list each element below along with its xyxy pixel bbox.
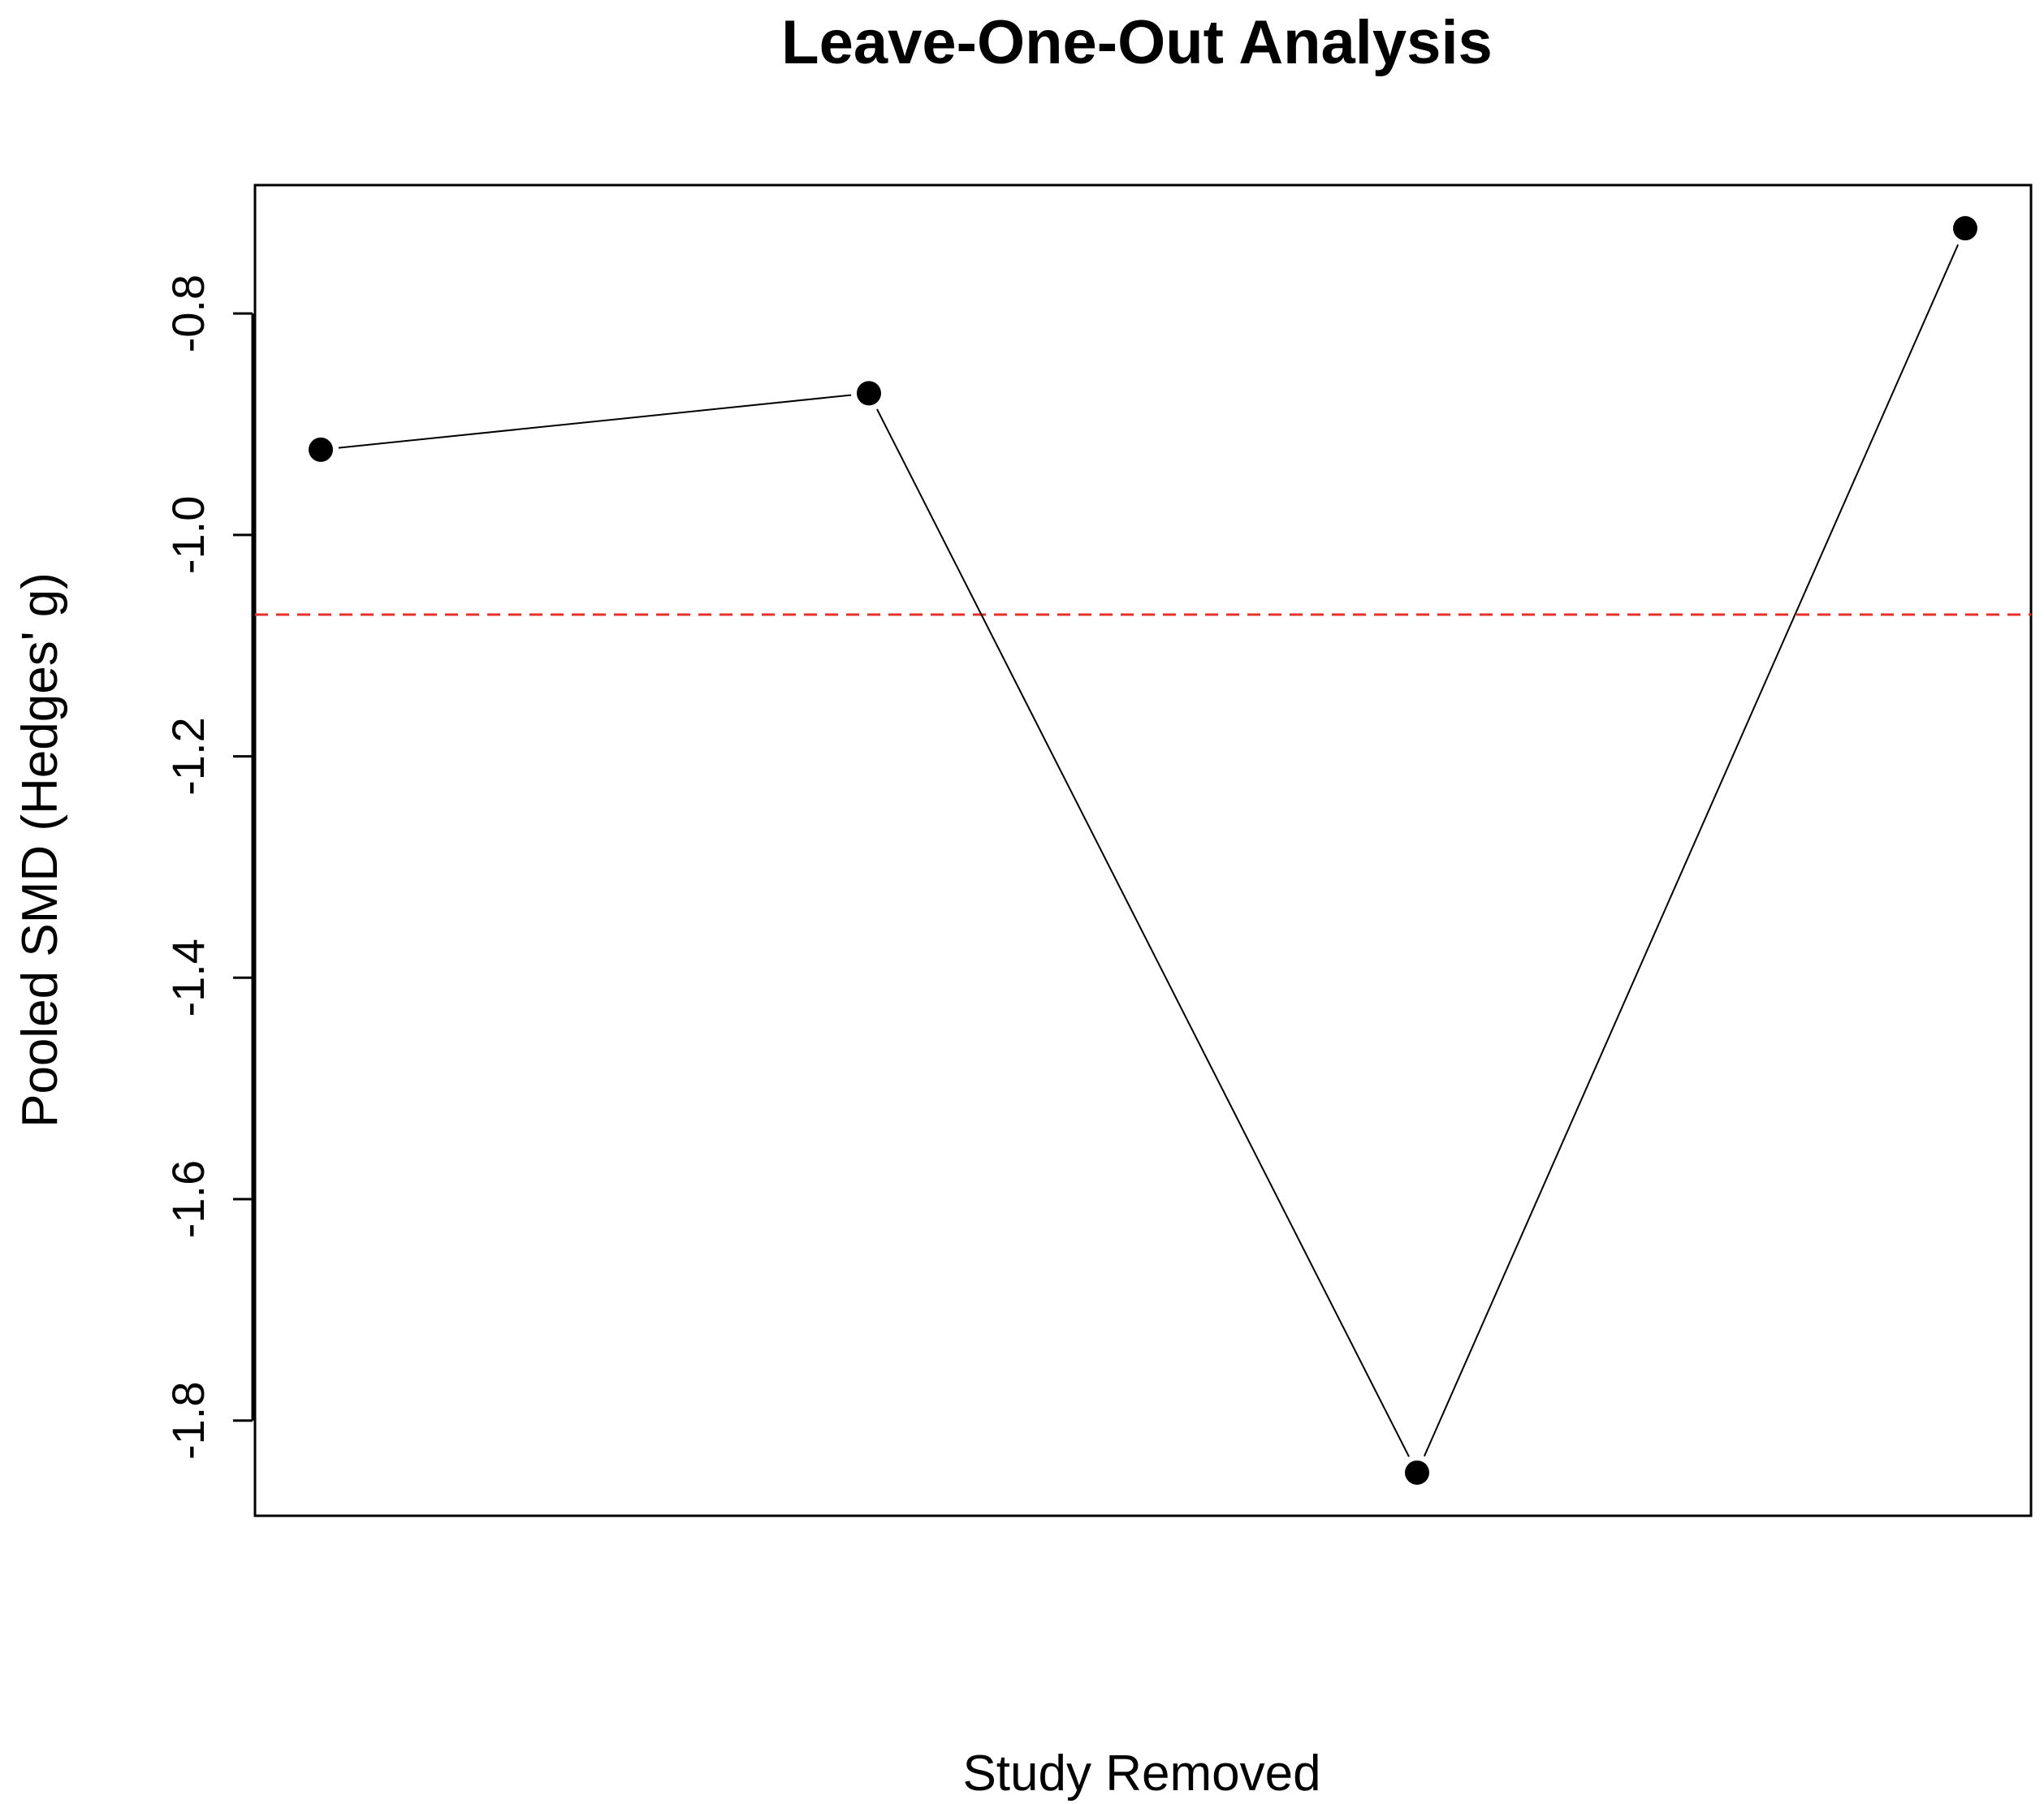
y-axis: -0.8 -1.0 -1.2 -1.4 -1.6 -1.8 [162,274,254,1460]
series-layer [309,216,1977,1485]
series-line-segment [1423,244,1960,1457]
y-tick-label: -1.6 [162,1160,214,1239]
y-tick-label: -1.4 [162,939,214,1017]
data-point [1405,1460,1429,1485]
y-tick-label: -1.0 [162,496,214,575]
data-point [1953,216,1977,241]
x-axis-title: Study Removed [962,1746,1320,1802]
y-axis-title: Pooled SMD (Hedges' g) [12,572,68,1128]
y-tick-label: -0.8 [162,274,214,353]
series-line-segment [338,394,852,449]
data-point [309,437,333,462]
data-point [857,381,881,406]
chart-title: Leave-One-Out Analysis [781,8,1493,77]
series-line-segment [876,408,1410,1457]
plot-frame [253,183,2033,1517]
y-tick-label: -1.8 [162,1381,214,1460]
y-tick-label: -1.2 [162,717,214,796]
